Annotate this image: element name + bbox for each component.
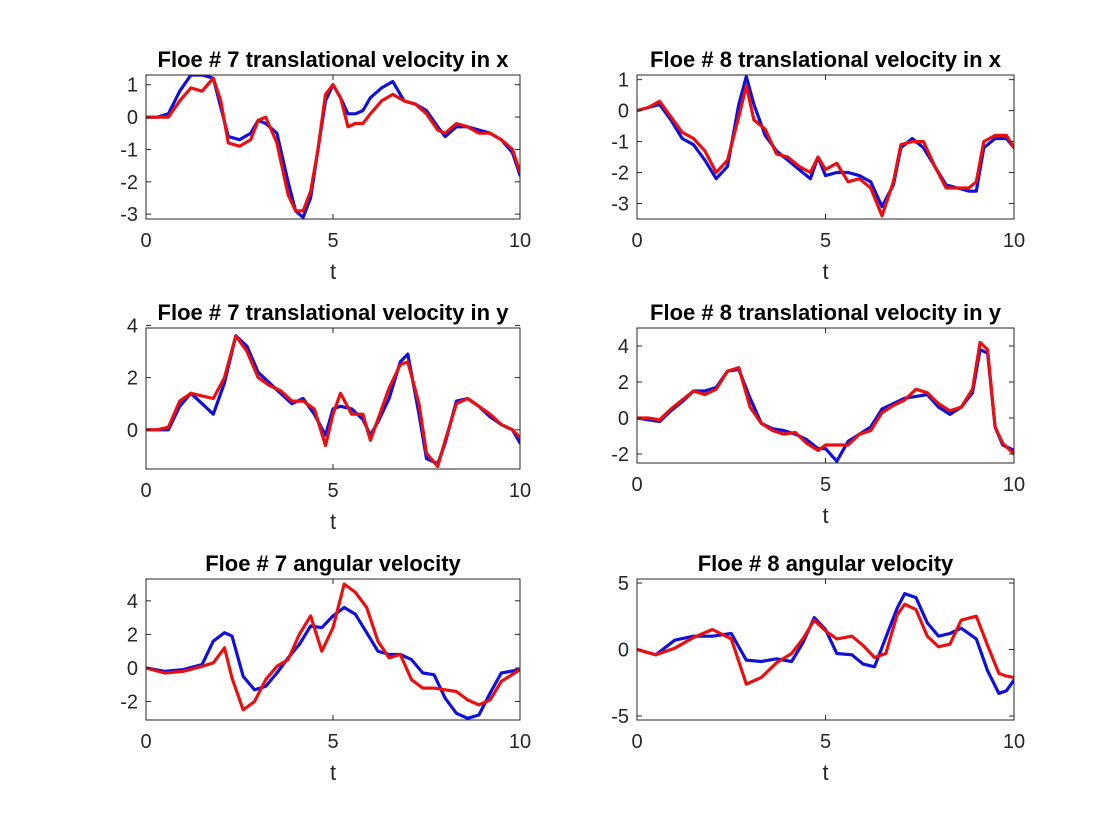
- y-tick-label: 1: [127, 75, 138, 97]
- y-tick-label: 0: [618, 101, 629, 123]
- subplot-title: Floe # 8 translational velocity in x: [650, 47, 1002, 72]
- subplot-title: Floe # 7 angular velocity: [205, 551, 461, 576]
- x-tick-label: 10: [509, 731, 531, 753]
- x-axis-label: t: [822, 259, 828, 284]
- y-tick-label: 0: [618, 640, 629, 662]
- y-tick-label: 5: [618, 573, 629, 595]
- y-tick-label: -1: [120, 139, 138, 161]
- y-tick-label: -3: [120, 204, 138, 226]
- series-line-2: [146, 582, 520, 712]
- y-tick-label: 0: [127, 420, 138, 442]
- subplot-1: 0 5 10 -3 -2 -1 0 1 t Floe # 7 translational velo…: [120, 47, 531, 284]
- x-tick-label: 0: [140, 480, 151, 502]
- y-tick-label: 1: [618, 70, 629, 92]
- subplot-3: 0 5 10 0 2 4 t Floe # 7 translational velocity …: [127, 300, 531, 534]
- x-tick-label: 0: [140, 230, 151, 252]
- y-tick-label: 4: [618, 336, 629, 358]
- subplot-2: 0 5 10 -3 -2 -1 0 1 t Floe # 8 translational velo…: [611, 47, 1025, 284]
- axes-frame: [145, 74, 521, 220]
- y-tick-label: -2: [611, 444, 629, 466]
- y-tick-label: 4: [127, 591, 138, 613]
- x-tick-label: 10: [509, 480, 531, 502]
- x-tick-label: 0: [140, 731, 151, 753]
- x-tick-label: 5: [327, 480, 338, 502]
- x-axis-label: t: [330, 760, 336, 785]
- y-tick-label: 2: [127, 624, 138, 646]
- y-tick-label: 2: [127, 368, 138, 390]
- y-tick-label: -2: [611, 163, 629, 185]
- y-tick-label: -2: [120, 172, 138, 194]
- subplot-title: Floe # 7 translational velocity in x: [158, 47, 510, 72]
- series-line-2: [146, 334, 520, 468]
- x-tick-label: 5: [820, 474, 831, 496]
- y-tick-label: 0: [127, 107, 138, 129]
- y-tick-label: 0: [618, 408, 629, 430]
- subplot-title: Floe # 8 translational velocity in y: [650, 300, 1002, 325]
- axes-frame: [636, 327, 1015, 464]
- y-tick-label: -3: [611, 194, 629, 216]
- x-tick-label: 5: [820, 230, 831, 252]
- series-line-2: [637, 340, 1014, 456]
- y-tick-label: -1: [611, 132, 629, 154]
- x-axis-label: t: [330, 509, 336, 534]
- subplot-title: Floe # 8 angular velocity: [698, 551, 954, 576]
- x-tick-label: 5: [327, 731, 338, 753]
- x-tick-label: 10: [509, 230, 531, 252]
- series-line-2: [146, 76, 520, 213]
- y-tick-label: 4: [127, 315, 138, 337]
- x-axis-label: t: [330, 259, 336, 284]
- y-tick-label: -2: [120, 692, 138, 714]
- axes-frame: [636, 578, 1015, 721]
- subplot-title: Floe # 7 translational velocity in y: [158, 300, 510, 325]
- y-tick-label: 0: [127, 658, 138, 680]
- x-tick-label: 0: [631, 230, 642, 252]
- series-line-1: [146, 75, 520, 219]
- y-tick-label: -5: [611, 706, 629, 728]
- y-tick-label: 2: [618, 372, 629, 394]
- x-tick-label: 0: [631, 474, 642, 496]
- series-line-2: [637, 602, 1014, 686]
- x-tick-label: 10: [1003, 230, 1025, 252]
- series-line-1: [637, 592, 1014, 695]
- x-axis-label: t: [822, 503, 828, 528]
- x-tick-label: 10: [1003, 731, 1025, 753]
- x-tick-label: 0: [631, 731, 642, 753]
- x-tick-label: 5: [327, 230, 338, 252]
- x-tick-label: 10: [1003, 474, 1025, 496]
- x-tick-label: 5: [820, 731, 831, 753]
- series-line-2: [637, 84, 1014, 218]
- series-line-1: [146, 334, 520, 466]
- x-axis-label: t: [822, 760, 828, 785]
